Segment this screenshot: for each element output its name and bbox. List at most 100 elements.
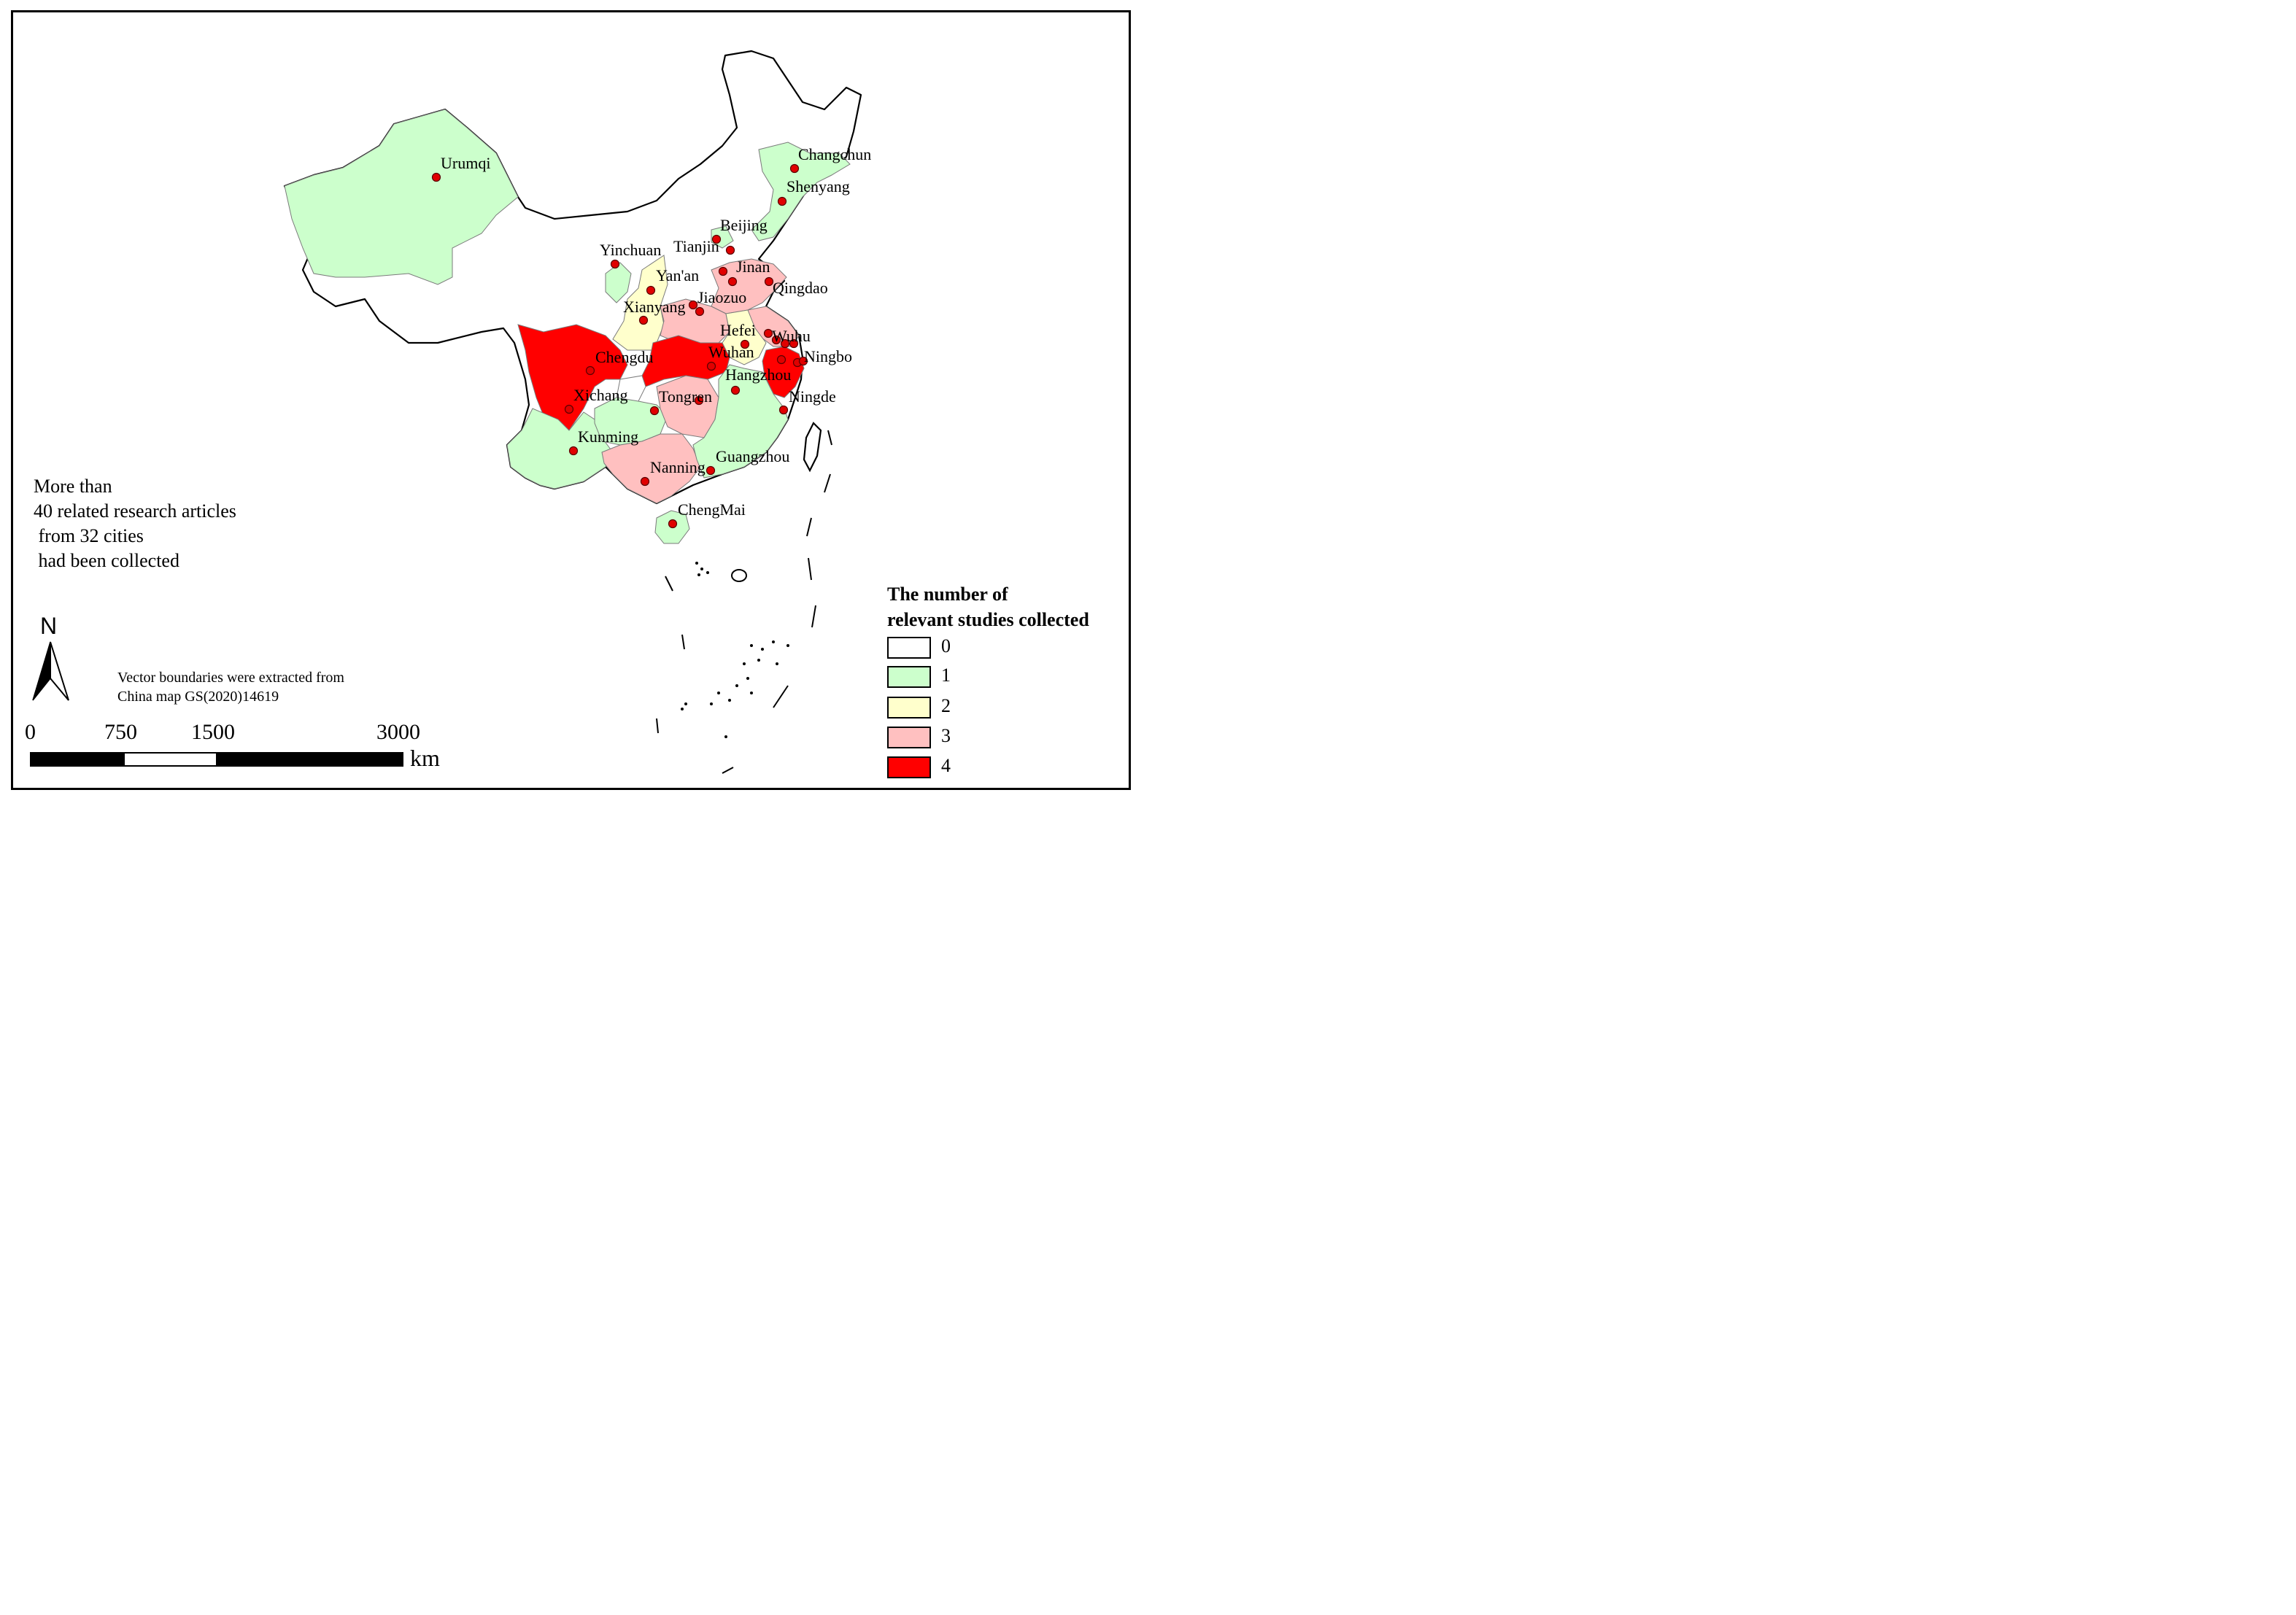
north-arrow-icon bbox=[32, 641, 69, 701]
scale-tick-750: 750 bbox=[104, 720, 137, 744]
marker-jinan1 bbox=[718, 266, 728, 276]
label-chengmai: ChengMai bbox=[678, 500, 746, 519]
south-sea-islands bbox=[656, 430, 832, 774]
region-xinjiang bbox=[284, 109, 519, 285]
city-markers bbox=[431, 163, 808, 529]
north-letter: N bbox=[40, 613, 58, 639]
legend-label: 2 bbox=[941, 695, 951, 716]
marker-nanning bbox=[640, 476, 650, 487]
summary-line: from 32 cities bbox=[34, 525, 144, 546]
marker-guangzhou bbox=[706, 465, 716, 476]
marker-shenyang bbox=[777, 196, 787, 206]
marker-chengmai bbox=[668, 519, 678, 529]
marker-xichang bbox=[564, 404, 574, 414]
label-beijing: Beijing bbox=[720, 216, 768, 234]
marker-kunming bbox=[568, 446, 579, 456]
region-sichuan bbox=[517, 324, 628, 431]
marker-yanan bbox=[646, 285, 656, 295]
legend-label: 3 bbox=[941, 725, 951, 746]
marker-wuhan bbox=[706, 361, 716, 371]
city-labels: Urumqi Changchun Shenyang Beijing Tianji… bbox=[441, 145, 871, 519]
island-dots bbox=[681, 562, 789, 738]
marker-ningbo bbox=[798, 356, 808, 366]
legend-label: 1 bbox=[941, 665, 951, 686]
marker-hefei bbox=[740, 339, 750, 349]
legend-swatch bbox=[887, 756, 931, 778]
label-jiaozuo: Jiaozuo bbox=[697, 288, 746, 306]
marker-xianyang bbox=[638, 315, 649, 325]
region-southeast bbox=[692, 364, 789, 479]
marker-hangzhou bbox=[776, 355, 786, 365]
label-qingdao: Qingdao bbox=[773, 279, 828, 297]
label-yanan: Yan'an bbox=[656, 266, 699, 284]
marker-tongren1 bbox=[649, 406, 660, 416]
scale-tick-1500: 1500 bbox=[191, 720, 235, 744]
marker-yinchuan bbox=[610, 259, 620, 269]
label-xichang: Xichang bbox=[573, 386, 628, 404]
label-jinan: Jinan bbox=[736, 257, 770, 276]
legend-swatch bbox=[887, 727, 931, 748]
legend-title-line: The number of bbox=[887, 584, 1008, 605]
label-hefei: Hefei bbox=[720, 321, 756, 339]
region-guangxi bbox=[601, 433, 701, 504]
marker-urumqi bbox=[431, 172, 441, 182]
scale-tick-0: 0 bbox=[25, 720, 36, 744]
label-chengdu: Chengdu bbox=[595, 348, 653, 366]
label-ningbo: Ningbo bbox=[804, 347, 852, 365]
region-zhejiang bbox=[762, 346, 805, 398]
summary-line: 40 related research articles bbox=[34, 500, 236, 522]
region-ningxia bbox=[605, 262, 632, 303]
source-note: Vector boundaries were extracted from Ch… bbox=[117, 668, 344, 706]
label-kunming: Kunming bbox=[578, 427, 638, 446]
label-ningde: Ningde bbox=[789, 387, 836, 406]
label-wuhu: Wuhu bbox=[772, 327, 811, 345]
label-nanning: Nanning bbox=[650, 458, 706, 476]
scale-bar bbox=[30, 752, 403, 767]
marker-changchun bbox=[789, 163, 800, 174]
marker-nanchang bbox=[730, 385, 741, 395]
marker-tongren2 bbox=[694, 395, 704, 406]
label-shenyang: Shenyang bbox=[786, 177, 850, 195]
legend-swatch bbox=[887, 697, 931, 719]
source-line: China map GS(2020)14619 bbox=[117, 689, 279, 705]
region-shandong bbox=[711, 258, 787, 314]
summary-line: More than bbox=[34, 476, 112, 497]
legend-label: 4 bbox=[941, 755, 951, 776]
marker-jiaozuo1 bbox=[688, 300, 698, 310]
label-xianyang: Xianyang bbox=[623, 298, 686, 316]
map-frame bbox=[11, 10, 1131, 790]
legend-swatch bbox=[887, 637, 931, 659]
label-changchun: Changchun bbox=[798, 145, 871, 163]
source-line: Vector boundaries were extracted from bbox=[117, 670, 344, 686]
label-tianjin: Tianjin bbox=[673, 237, 719, 255]
label-urumqi: Urumqi bbox=[441, 154, 490, 172]
marker-nanjing bbox=[763, 328, 773, 338]
summary-line: had been collected bbox=[34, 550, 179, 571]
label-tongren: Tongren bbox=[659, 387, 712, 406]
legend-title: The number of relevant studies collected bbox=[887, 581, 1089, 632]
label-wuhan: Wuhan bbox=[708, 343, 754, 361]
summary-text: More than 40 related research articles f… bbox=[34, 474, 236, 573]
label-yinchuan: Yinchuan bbox=[600, 241, 661, 259]
marker-jinan2 bbox=[727, 276, 738, 287]
marker-ningde bbox=[778, 405, 789, 415]
legend-label: 0 bbox=[941, 635, 951, 657]
label-guangzhou: Guangzhou bbox=[716, 447, 789, 465]
marker-beijing bbox=[711, 234, 722, 244]
china-map: Urumqi Changchun Shenyang Beijing Tianji… bbox=[30, 50, 871, 774]
marker-chengdu bbox=[585, 365, 595, 376]
legend-title-line: relevant studies collected bbox=[887, 609, 1089, 630]
marker-wuhu3 bbox=[789, 338, 799, 349]
label-hangzhou: Hangzhou bbox=[725, 365, 791, 384]
marker-jiaozuo2 bbox=[695, 306, 705, 317]
region-northeast bbox=[751, 142, 851, 241]
marker-wuhu2 bbox=[780, 338, 790, 349]
marker-qingdao bbox=[764, 276, 774, 287]
scale-unit: km bbox=[410, 745, 440, 771]
legend-swatch bbox=[887, 666, 931, 688]
scale-tick-3000: 3000 bbox=[376, 720, 420, 744]
marker-tianjin bbox=[725, 245, 735, 255]
taiwan-outline bbox=[803, 422, 822, 473]
region-anhui bbox=[722, 309, 767, 365]
marker-wuhu1 bbox=[771, 335, 781, 345]
